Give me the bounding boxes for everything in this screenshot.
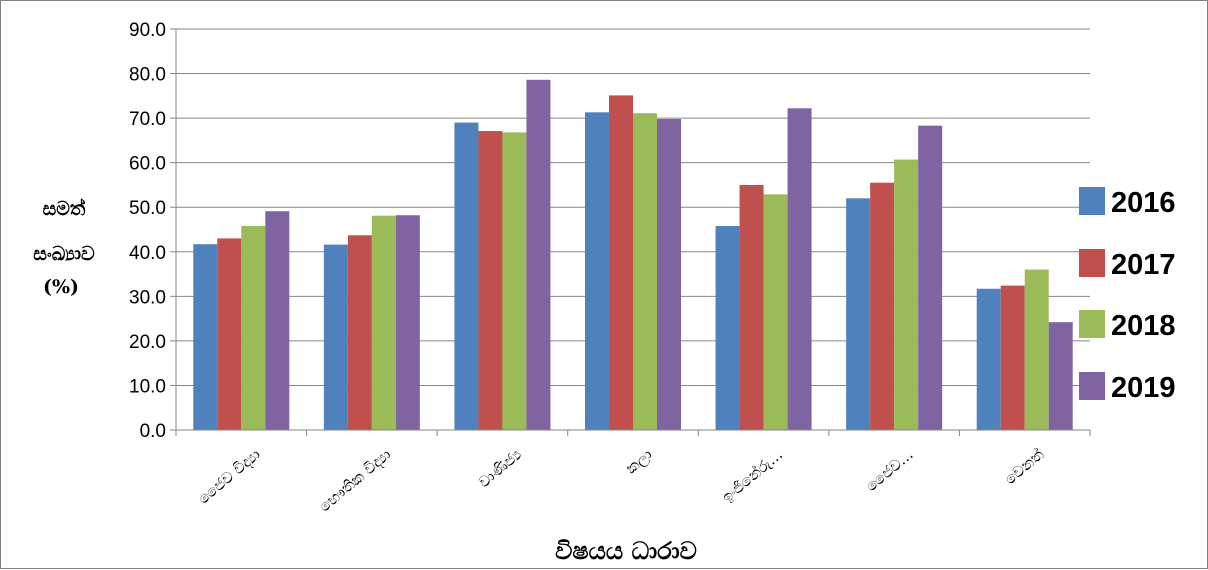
- legend-swatch-2018: [1079, 310, 1105, 338]
- y-axis-label-line-3: (%): [43, 276, 79, 298]
- legend-label-2017: 2017: [1111, 249, 1176, 281]
- bar-2019: [657, 119, 681, 430]
- bar-2019: [526, 79, 551, 430]
- y-tick-label: 50.0: [129, 198, 166, 219]
- bar-2018: [1024, 269, 1049, 430]
- x-tick-label: වෙනත්: [1001, 445, 1047, 488]
- legend-swatch-2019: [1079, 372, 1105, 400]
- y-tick-label: 60.0: [129, 154, 166, 175]
- y-axis-label-line-2: සංඛ්‍යාව: [33, 243, 95, 265]
- bar-2016: [454, 122, 479, 431]
- bar-2018: [894, 159, 919, 430]
- bar-2019: [918, 125, 943, 431]
- bar-2017: [609, 95, 633, 430]
- x-axis-label: විෂයය ධාරාව: [555, 537, 697, 565]
- bar-2016: [846, 198, 871, 430]
- y-tick-label: 80.0: [129, 65, 166, 86]
- bar-2016: [976, 288, 1001, 430]
- y-tick-label: 30.0: [129, 287, 166, 308]
- legend: 2016 2017 2018 2019: [1079, 187, 1176, 404]
- bar-2019: [265, 211, 290, 430]
- x-tick-label: ජෛව විද්‍යා: [194, 445, 263, 507]
- y-tick-labels: 0.0 10.0 20.0 30.0 40.0 50.0 60.0 70.0 80.0 90.0: [129, 20, 166, 442]
- x-tick-label: ජෛව…: [862, 445, 916, 495]
- bar-2016: [585, 112, 609, 431]
- bar-2019: [1048, 322, 1073, 430]
- bar-2019: [395, 215, 420, 430]
- x-tick-labels: ජෛව විද්‍යා භෞතික විද්‍යා වාණිජ්‍ය කලා ඉංජින…: [194, 445, 1047, 515]
- bar-2016: [323, 244, 348, 430]
- bar-2017: [478, 131, 503, 430]
- legend-swatch-2017: [1079, 249, 1105, 277]
- bar-2016: [193, 244, 218, 430]
- bar-2018: [633, 113, 657, 431]
- x-tick-label: කලා: [622, 445, 655, 477]
- bar-2016: [715, 225, 740, 430]
- x-tick-label: ඉංජිනේරු…: [718, 445, 786, 506]
- y-tick-label: 70.0: [129, 109, 166, 130]
- y-tick-label: 10.0: [129, 376, 166, 397]
- x-tick-label: වාණිජ්‍ය: [475, 445, 525, 491]
- legend-label-2019: 2019: [1111, 372, 1176, 404]
- bar-2018: [241, 225, 266, 430]
- x-tick-label: භෞතික විද්‍යා: [316, 445, 395, 515]
- bars: [193, 79, 1073, 431]
- y-tick-label: 20.0: [129, 332, 166, 353]
- bar-2017: [217, 238, 242, 430]
- bar-2018: [763, 194, 788, 430]
- legend-label-2018: 2018: [1111, 310, 1176, 342]
- y-tick-label: 0.0: [140, 421, 166, 442]
- bar-2017: [870, 182, 895, 430]
- axes: [170, 28, 1091, 436]
- bar-2018: [502, 132, 527, 430]
- y-tick-label: 90.0: [129, 20, 166, 41]
- y-tick-label: 40.0: [129, 243, 166, 264]
- bar-2017: [347, 235, 372, 430]
- bar-2019: [787, 108, 812, 430]
- legend-swatch-2016: [1079, 187, 1105, 215]
- legend-label-2016: 2016: [1111, 187, 1176, 219]
- bar-2017: [739, 184, 764, 430]
- y-axis-label-line-1: සමත්: [43, 198, 86, 220]
- bar-2017: [1000, 285, 1025, 430]
- bar-2018: [371, 215, 396, 430]
